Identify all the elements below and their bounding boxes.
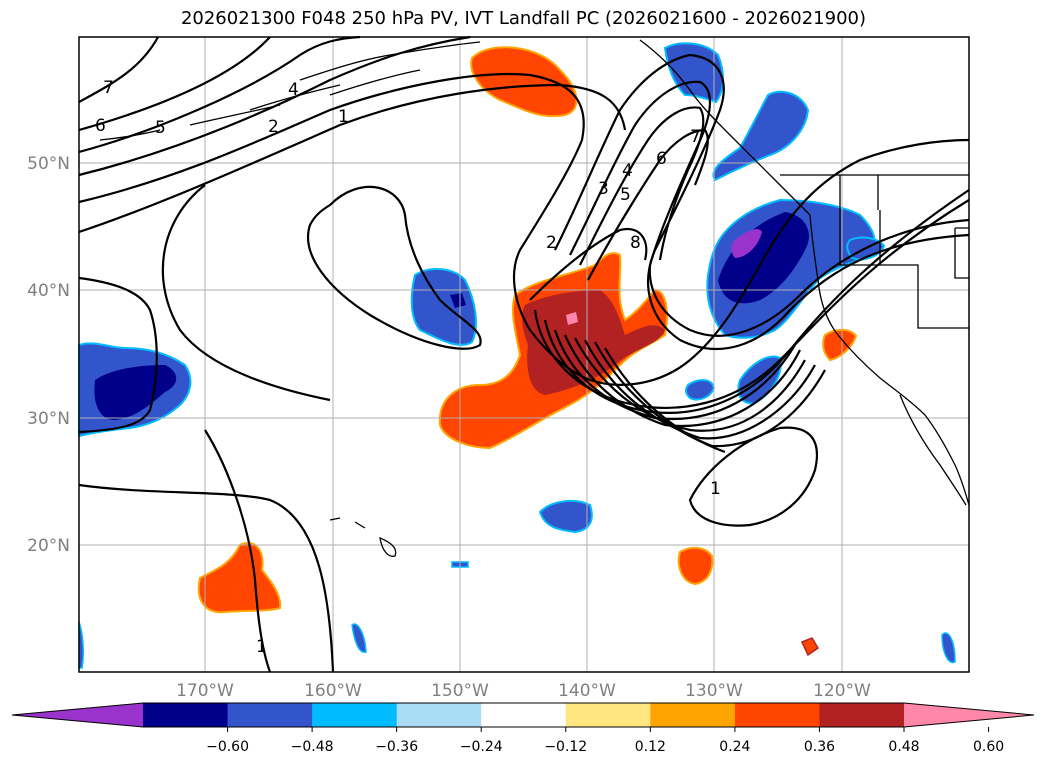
colorbar-segment (227, 703, 313, 727)
colorbar-tick-label: −0.12 (544, 739, 587, 755)
contour-6 (78, 36, 271, 132)
colorbar: −0.60 −0.48 −0.36 −0.24 −0.12 0.12 0.24 0.36 0.4… (11, 702, 1035, 755)
contour-1-south (78, 483, 335, 673)
negative-anomaly-mid-small (684, 379, 716, 401)
positive-anomaly-peak (566, 312, 578, 325)
positive-anomaly-core (522, 290, 665, 395)
alaska-coast (99, 41, 481, 141)
longitude-labels: 170°W 160°W 150°W 140°W 130°W 120°W (176, 681, 871, 701)
colorbar-segment (312, 703, 398, 727)
contour-label: 6 (95, 116, 106, 136)
lon-label: 150°W (431, 681, 489, 701)
colorbar-segment (650, 703, 736, 727)
contour-label: 5 (155, 118, 166, 138)
colorbar-tick-label: 0.48 (888, 739, 919, 755)
latitude-labels: 50°N 40°N 30°N 20°N (27, 154, 70, 556)
contour-label: 4 (288, 80, 299, 100)
lat-label: 50°N (27, 154, 70, 174)
negative-anomaly-east-peak (731, 229, 762, 258)
colorbar-tick-label: −0.36 (375, 739, 418, 755)
contour-1-southwest (78, 276, 158, 434)
baja-coast (899, 394, 967, 506)
negative-anomaly-southeast (941, 632, 956, 664)
colorbar-segment (819, 703, 905, 727)
positive-anomaly-north (470, 46, 578, 118)
contour-label: 6 (656, 149, 667, 169)
contour-label: 8 (630, 233, 641, 253)
lon-label: 140°W (558, 681, 616, 701)
contour-label: 2 (268, 117, 279, 137)
contour-4-trough (569, 80, 970, 337)
colorbar-segment (565, 703, 651, 727)
contour-6-trough (587, 128, 709, 281)
contour-5-trough (579, 106, 705, 266)
hawaii-islands (329, 517, 397, 557)
contour-1-lower (204, 429, 272, 673)
contour-1-west (161, 184, 331, 402)
contour-label: 4 (622, 161, 633, 181)
colorbar-tick-label: 0.12 (635, 739, 666, 755)
negative-anomaly-south (538, 499, 593, 534)
negative-anomaly-central-core (450, 293, 466, 308)
negative-anomaly-northeast (712, 90, 810, 182)
positive-anomaly-southwest (197, 542, 282, 614)
lon-label: 170°W (176, 681, 234, 701)
colorbar-extend-high (904, 703, 1034, 727)
colorbar-segment (143, 703, 229, 727)
contour-7 (78, 36, 159, 103)
ivt-contours (78, 35, 970, 673)
lon-label: 160°W (304, 681, 362, 701)
lat-label: 20°N (27, 536, 70, 556)
contour-1-north (78, 83, 627, 234)
contour-ring-4 (563, 334, 801, 428)
coastlines (99, 39, 970, 557)
contour-label: 2 (546, 233, 557, 253)
contour-label: 7 (690, 127, 701, 147)
colorbar-tick-label: 0.36 (804, 739, 835, 755)
contour-3 (554, 53, 970, 350)
contour-label: 5 (620, 185, 631, 205)
contour-label: 7 (103, 78, 114, 98)
contour-ring-1 (533, 199, 970, 409)
contour-5 (78, 35, 361, 154)
us-west-coast (809, 214, 970, 506)
contour-1-loop-southeast (688, 426, 818, 527)
negative-anomaly-edge (78, 621, 84, 669)
contour-label: 1 (710, 479, 721, 499)
colorbar-tick-label: −0.48 (291, 739, 334, 755)
colorbar-tick-label: 0.24 (719, 739, 750, 755)
lon-label: 130°W (685, 681, 743, 701)
lat-label: 30°N (27, 409, 70, 429)
state-borders (780, 174, 969, 329)
map-frame (78, 36, 970, 673)
colorbar-tick-label: −0.24 (460, 739, 503, 755)
contour-label: 3 (598, 179, 609, 199)
colorbar-segment (396, 703, 482, 727)
colorbar-tick-label: −0.60 (206, 739, 249, 755)
contour-ring-8 (604, 347, 726, 454)
colorbar-segment (481, 703, 567, 727)
contour-labels: 7 6 5 4 2 1 2 3 4 5 6 7 8 1 1 (95, 78, 721, 657)
canada-coast (639, 39, 811, 216)
colorbar-tick-label: 0.60 (973, 739, 1004, 755)
colorbar-extend-low (12, 703, 143, 727)
positive-anomaly-small (800, 637, 820, 657)
contour-4 (78, 35, 471, 177)
contour-label: 1 (338, 107, 349, 127)
lon-label: 120°W (813, 681, 871, 701)
contour-label: 1 (256, 637, 267, 657)
contour-2 (78, 72, 970, 386)
lat-label: 40°N (27, 281, 70, 301)
gridlines (79, 37, 969, 672)
negative-anomaly-southwest (351, 623, 367, 653)
contour-1-loop (307, 185, 482, 350)
positive-anomaly-south (677, 546, 714, 586)
contour-ring-5 (574, 337, 806, 432)
colorbar-segment (734, 703, 820, 727)
plot-title: 2026021300 F048 250 hPa PV, IVT Landfall… (180, 8, 867, 29)
colorbar-outline (11, 702, 1035, 728)
contour-ring-6 (584, 339, 816, 440)
contour-8 (529, 227, 648, 301)
